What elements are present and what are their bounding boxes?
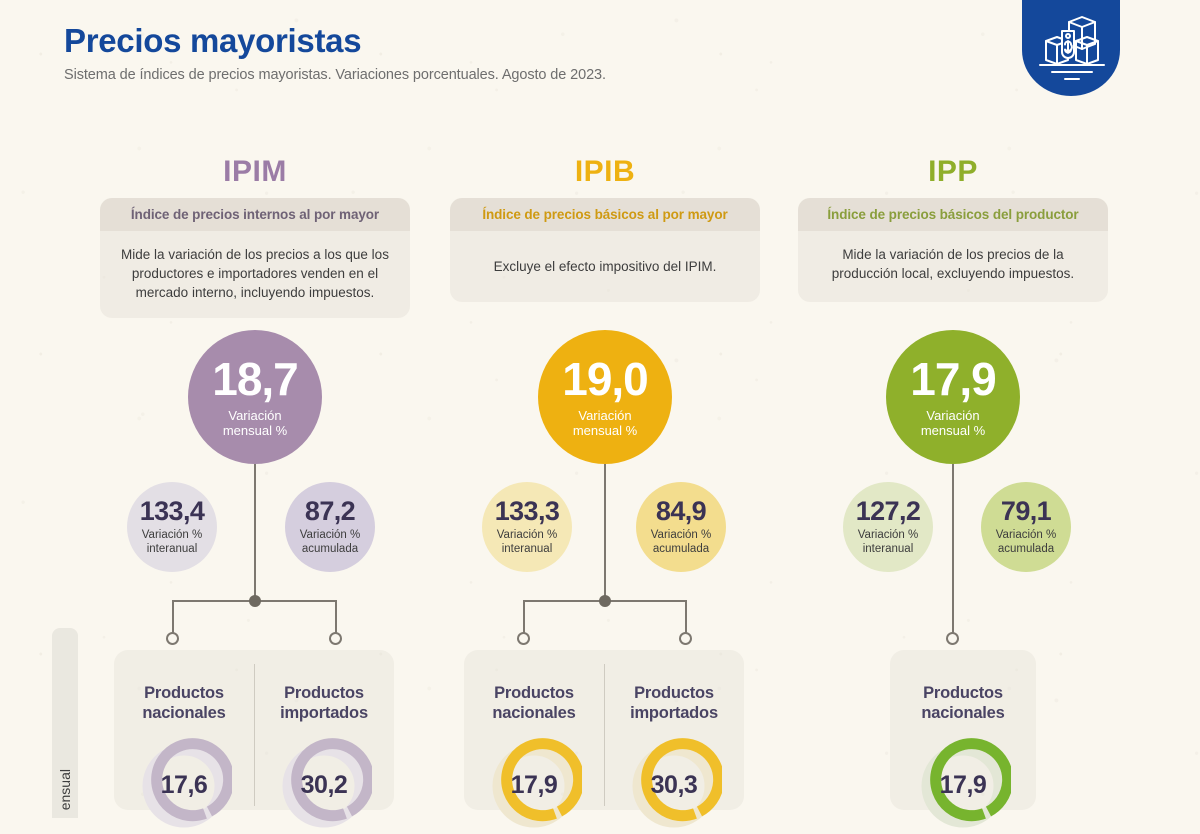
products-card-ipim: Productos nacionales 17,6 Productos impo…: [114, 650, 394, 828]
product-label-ipim-nacionales: Productos nacionales: [142, 684, 226, 722]
sub-metric-circle-ipp-acumulada: 79,1 Variación % acumulada: [981, 482, 1071, 572]
index-code-ipim: IPIM: [223, 155, 287, 188]
sub-metric-value-ipp-acumulada: 79,1: [1000, 495, 1052, 526]
sub-metric-label-ipp-acumulada: Variación % acumulada: [995, 528, 1057, 555]
header: Precios mayoristas Sistema de índices de…: [64, 22, 606, 83]
index-description-card-ipp: Índice de precios básicos del productor …: [798, 198, 1108, 302]
column-ipib: IPIB Índice de precios básicos al por ma…: [450, 152, 760, 302]
index-description-title-ipib: Índice de precios básicos al por mayor: [450, 198, 760, 231]
product-label-ipib-nacionales: Productos nacionales: [492, 684, 576, 722]
sub-metric-circle-ipib-acumulada: 84,9 Variación % acumulada: [636, 482, 726, 572]
products-card-ipp: Productos nacionales 17,9: [890, 650, 1036, 828]
main-metric-circle-ipib: 19,0 Variación mensual %: [538, 330, 672, 464]
product-gauge-ipib-nacionales: 17,9: [486, 737, 582, 834]
sub-metric-label-ipib-interanual: Variación % interanual: [496, 528, 558, 555]
sub-metric-label-ipib-acumulada: Variación % acumulada: [650, 528, 712, 555]
main-metric-label-ipim: Variación mensual %: [222, 407, 288, 438]
product-block-ipib-nacionales: Productos nacionales 17,9: [464, 650, 604, 828]
product-block-ipp-nacionales: Productos nacionales 17,9: [890, 650, 1036, 834]
product-label-ipp-nacionales: Productos nacionales: [921, 684, 1005, 722]
main-metric-value-ipim: 18,7: [212, 352, 299, 405]
index-description-body-ipp: Mide la variación de los precios de la p…: [831, 247, 1075, 282]
sub-metric-value-ipim-acumulada: 87,2: [304, 495, 356, 526]
sub-metric-value-ipib-interanual: 133,3: [494, 495, 560, 526]
main-metric-circle-ipim: 18,7 Variación mensual %: [188, 330, 322, 464]
side-vertical-tab: ensual: [52, 628, 78, 818]
sub-metric-label-ipim-interanual: Variación % interanual: [141, 528, 203, 555]
product-value-ipim-importados: 30,2: [300, 771, 348, 800]
column-ipim: IPIM Índice de precios internos al por m…: [100, 152, 410, 319]
product-gauge-ipim-nacionales: 17,6: [136, 737, 232, 834]
sub-metric-label-ipp-interanual: Variación % interanual: [857, 528, 919, 555]
product-gauge-ipp-nacionales: 17,9: [915, 737, 1011, 834]
product-label-ipib-importados: Productos importados: [630, 684, 718, 722]
index-code-ipib: IPIB: [574, 155, 636, 188]
product-label-ipim-importados: Productos importados: [280, 684, 368, 722]
index-description-card-ipim: Índice de precios internos al por mayor …: [100, 198, 410, 319]
index-description-card-ipib: Índice de precios básicos al por mayor E…: [450, 198, 760, 302]
sub-metric-circle-ipim-interanual: 133,4 Variación % interanual: [127, 482, 217, 572]
product-block-ipim-nacionales: Productos nacionales 17,6: [114, 650, 254, 828]
products-card-ipib: Productos nacionales 17,9 Productos impo…: [464, 650, 744, 828]
sub-metric-circle-ipib-interanual: 133,3 Variación % interanual: [482, 482, 572, 572]
product-block-ipib-importados: Productos importados 30,3: [604, 650, 744, 828]
infographic-sheet: Precios mayoristas Sistema de índices de…: [52, 0, 1120, 828]
column-ipp: IPP Índice de precios básicos del produc…: [798, 152, 1108, 302]
product-value-ipim-nacionales: 17,6: [160, 771, 208, 800]
product-value-ipib-nacionales: 17,9: [510, 771, 558, 800]
sub-metric-circle-ipp-interanual: 127,2 Variación % interanual: [843, 482, 933, 572]
main-metric-value-ipib: 19,0: [562, 352, 649, 405]
main-metric-circle-ipp: 17,9 Variación mensual %: [886, 330, 1020, 464]
sub-metric-circle-ipim-acumulada: 87,2 Variación % acumulada: [285, 482, 375, 572]
side-vertical-tab-label: ensual: [57, 768, 73, 810]
product-gauge-ipim-importados: 30,2: [276, 737, 372, 834]
page-subtitle: Sistema de índices de precios mayoristas…: [64, 66, 606, 83]
index-description-body-ipim: Mide la variación de los precios a los q…: [121, 247, 389, 301]
product-gauge-ipib-importados: 30,3: [626, 737, 722, 834]
index-description-body-ipib: Excluye el efecto impositivo del IPIM.: [493, 259, 717, 274]
main-metric-label-ipib: Variación mensual %: [572, 407, 638, 438]
page-title: Precios mayoristas: [64, 22, 362, 59]
sub-metric-value-ipib-acumulada: 84,9: [655, 495, 707, 526]
main-metric-label-ipp: Variación mensual %: [920, 407, 986, 438]
shield-price-tag-boxes-logo: [1022, 0, 1120, 96]
product-value-ipp-nacionales: 17,9: [939, 771, 987, 800]
product-value-ipib-importados: 30,3: [650, 771, 698, 800]
sub-metric-value-ipim-interanual: 133,4: [139, 495, 205, 526]
index-description-title-ipim: Índice de precios internos al por mayor: [100, 198, 410, 231]
main-metric-value-ipp: 17,9: [910, 352, 997, 405]
sub-metric-label-ipim-acumulada: Variación % acumulada: [299, 528, 361, 555]
product-block-ipim-importados: Productos importados 30,2: [254, 650, 394, 828]
index-code-ipp: IPP: [928, 155, 978, 188]
sub-metric-value-ipp-interanual: 127,2: [855, 495, 921, 526]
index-description-title-ipp: Índice de precios básicos del productor: [798, 198, 1108, 231]
